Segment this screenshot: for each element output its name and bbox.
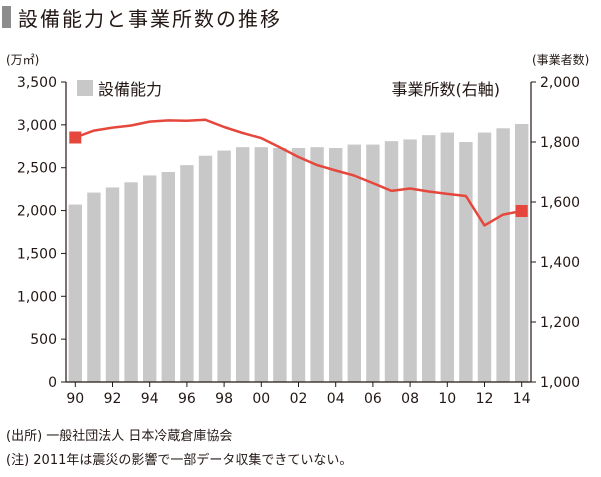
y-right-tick-label: 1,800 <box>540 135 580 151</box>
y-left-tick-label: 2,000 <box>17 204 57 220</box>
legend-label-capacity: 設備能力 <box>98 80 162 99</box>
bar <box>422 135 436 382</box>
bar <box>496 128 510 382</box>
y-right-tick-label: 2,000 <box>540 75 580 91</box>
bar <box>68 204 82 382</box>
bar <box>87 192 101 382</box>
x-tick-label: 06 <box>364 391 382 407</box>
bar <box>477 132 492 382</box>
chart-title: 設備能力と事業所数の推移 <box>18 7 282 31</box>
bar <box>198 155 213 382</box>
bar <box>440 132 454 382</box>
y-right-tick-label: 1,000 <box>540 375 580 391</box>
y-left-tick-label: 1,500 <box>17 246 57 262</box>
bar <box>403 139 417 382</box>
bar <box>366 144 380 382</box>
x-tick-label: 92 <box>104 391 122 407</box>
x-tick-label: 94 <box>141 391 159 407</box>
chart: (万㎡) (事業者数) 0 500 1,000 1,500 2,000 2,500 3,00… <box>6 52 589 407</box>
remark-note: (注) 2011年は震災の影響で一部データ収集できていない。 <box>6 453 353 468</box>
bar <box>459 142 473 382</box>
y-left-tick-label: 3,500 <box>17 75 57 91</box>
y-right-tick-label: 1,400 <box>540 255 580 271</box>
y-left-tick-label: 500 <box>30 332 57 348</box>
y-left-tick-label: 3,000 <box>17 118 57 134</box>
bar <box>254 147 268 382</box>
bar <box>161 172 175 382</box>
title-accent-bar <box>2 6 11 28</box>
y-right-unit-label: (事業者数) <box>532 52 589 67</box>
x-tick-label: 14 <box>513 391 531 407</box>
x-tick-label: 02 <box>290 391 308 407</box>
bar <box>384 141 399 382</box>
source-note: (出所) 一般社団法人 日本冷蔵倉庫協会 <box>6 429 233 444</box>
x-tick-label: 12 <box>476 391 494 407</box>
bar <box>105 187 120 382</box>
line-series-label: 事業所数(右軸) <box>392 80 501 99</box>
x-tick-label: 04 <box>327 391 345 407</box>
y-left-unit-label: (万㎡) <box>6 53 39 67</box>
y-left-tick-label: 1,000 <box>17 289 57 305</box>
y-right-tick-label: 1,200 <box>540 315 580 331</box>
bar <box>180 165 194 382</box>
bar <box>310 147 324 382</box>
bar <box>515 124 529 382</box>
x-tick-label: 10 <box>438 391 456 407</box>
bar <box>273 148 287 382</box>
line-marker <box>515 205 528 217</box>
bar <box>143 175 157 382</box>
x-tick-label: 96 <box>178 391 196 407</box>
bar <box>291 148 306 382</box>
y-right-tick-label: 1,600 <box>540 195 580 211</box>
bar <box>329 148 343 382</box>
legend-swatch-capacity <box>77 80 93 96</box>
series-line-establishments <box>74 118 522 227</box>
bar <box>124 182 138 382</box>
bar <box>347 144 361 382</box>
bar <box>236 147 250 382</box>
bar <box>217 150 231 382</box>
x-tick-label: 90 <box>66 391 84 407</box>
line-marker <box>69 131 82 144</box>
x-tick-label: 08 <box>401 391 419 407</box>
y-left-tick-label: 0 <box>48 375 57 391</box>
x-tick-label: 00 <box>252 391 270 407</box>
x-tick-label: 98 <box>215 391 233 407</box>
y-left-tick-label: 2,500 <box>17 161 57 177</box>
